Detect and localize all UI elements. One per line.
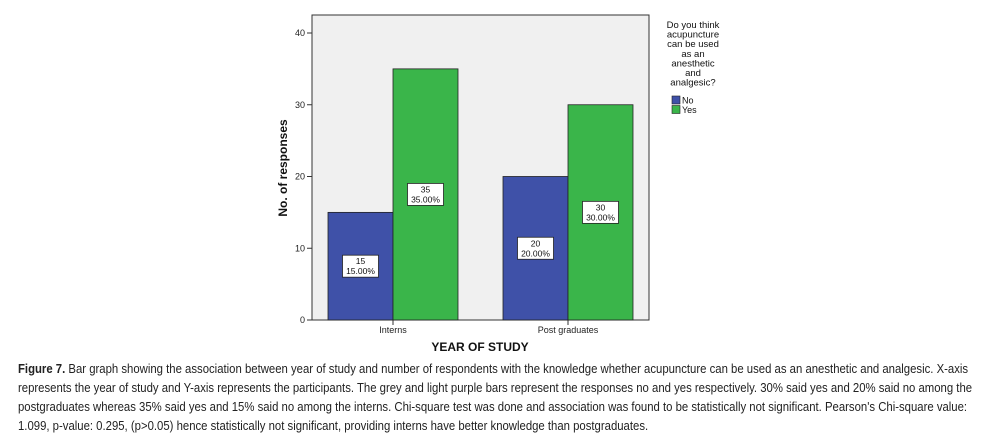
data-label-box [342,254,379,278]
y-tick-label: 30 [295,100,305,110]
data-label-box [582,200,619,224]
data-label-count: 20 [531,238,541,248]
x-tick-label: Interns [379,325,407,335]
data-label-percent: 20.00% [521,248,550,258]
legend-label: No [682,96,694,106]
legend-title: Do you think [667,20,720,31]
data-label-box [517,236,554,260]
x-axis-label: YEAR OF STUDY [431,340,528,354]
caption-text: Bar graph showing the association betwee… [18,361,973,433]
data-label-percent: 30.00% [586,212,615,222]
legend-label: Yes [682,105,697,115]
data-label-count: 30 [596,202,606,212]
data-label-count: 15 [356,256,366,266]
legend-swatch-yes [671,105,681,114]
x-tick-label: Post graduates [538,325,599,335]
data-label-percent: 35.00% [411,194,440,204]
data-label-percent: 15.00% [346,266,375,276]
y-axis-label: No. of responses [276,119,290,217]
legend-swatch-no [671,95,681,105]
legend-title: can be used [667,39,719,50]
y-tick-label: 20 [295,172,305,182]
data-label-count: 35 [421,184,431,194]
legend-title: acupuncture [667,30,719,41]
y-tick-label: 40 [295,28,305,38]
y-tick-label: 0 [300,315,305,325]
caption-label: Figure 7. [18,361,66,376]
legend-title: analgesic? [670,78,715,89]
legend-title: anesthetic [671,58,715,69]
figure-caption: Figure 7. Bar graph showing the associat… [18,359,973,435]
legend-title: as an [681,49,704,60]
legend-title: and [685,68,701,79]
data-label-box [407,183,444,206]
y-tick-label: 10 [295,243,305,253]
